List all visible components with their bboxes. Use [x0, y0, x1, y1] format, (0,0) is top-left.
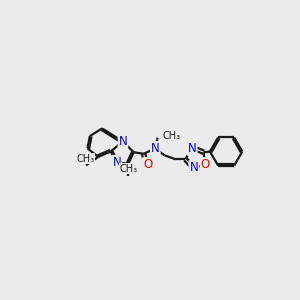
Text: N: N — [118, 135, 127, 148]
Text: CH₃: CH₃ — [119, 164, 137, 174]
Text: N: N — [151, 142, 160, 155]
Text: CH₃: CH₃ — [76, 154, 94, 164]
Text: N: N — [189, 161, 198, 174]
Text: O: O — [201, 158, 210, 171]
Text: N: N — [188, 142, 197, 155]
Text: O: O — [143, 158, 152, 171]
Text: N: N — [112, 156, 121, 169]
Text: CH₃: CH₃ — [162, 131, 180, 141]
